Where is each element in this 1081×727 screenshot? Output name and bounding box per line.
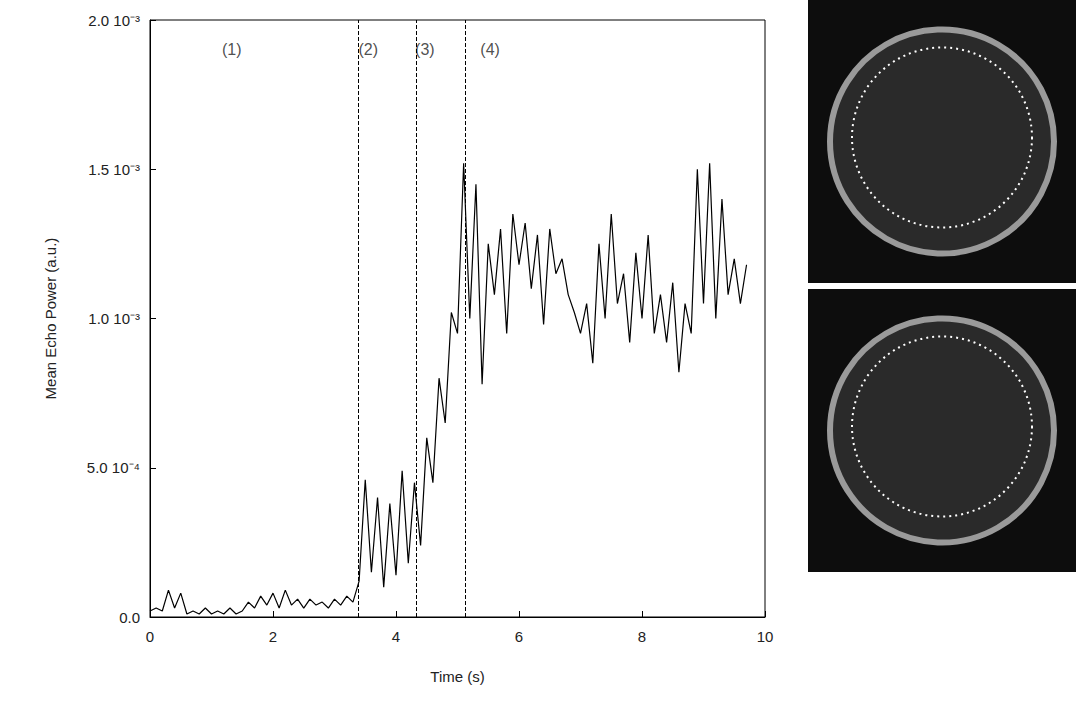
svg-text:1.5 10⁻³: 1.5 10⁻³ (88, 161, 140, 178)
svg-text:(4): (4) (480, 41, 500, 58)
svg-text:0.0: 0.0 (119, 609, 140, 626)
svg-text:1.0 10⁻³: 1.0 10⁻³ (88, 310, 140, 327)
svg-text:Mean Echo Power (a.u.): Mean Echo Power (a.u.) (42, 238, 59, 400)
svg-text:4: 4 (392, 628, 400, 645)
svg-text:2.0 10⁻³: 2.0 10⁻³ (88, 12, 140, 29)
svg-text:5.0 10⁻⁴: 5.0 10⁻⁴ (87, 459, 140, 476)
svg-text:(3): (3) (415, 41, 435, 58)
svg-text:0: 0 (146, 628, 154, 645)
svg-text:(1): (1) (222, 41, 242, 58)
svg-text:8: 8 (638, 628, 646, 645)
svg-text:2: 2 (269, 628, 277, 645)
svg-text:(2): (2) (359, 41, 379, 58)
svg-text:10: 10 (757, 628, 774, 645)
svg-text:6: 6 (515, 628, 523, 645)
svg-text:Time (s): Time (s) (430, 668, 484, 685)
